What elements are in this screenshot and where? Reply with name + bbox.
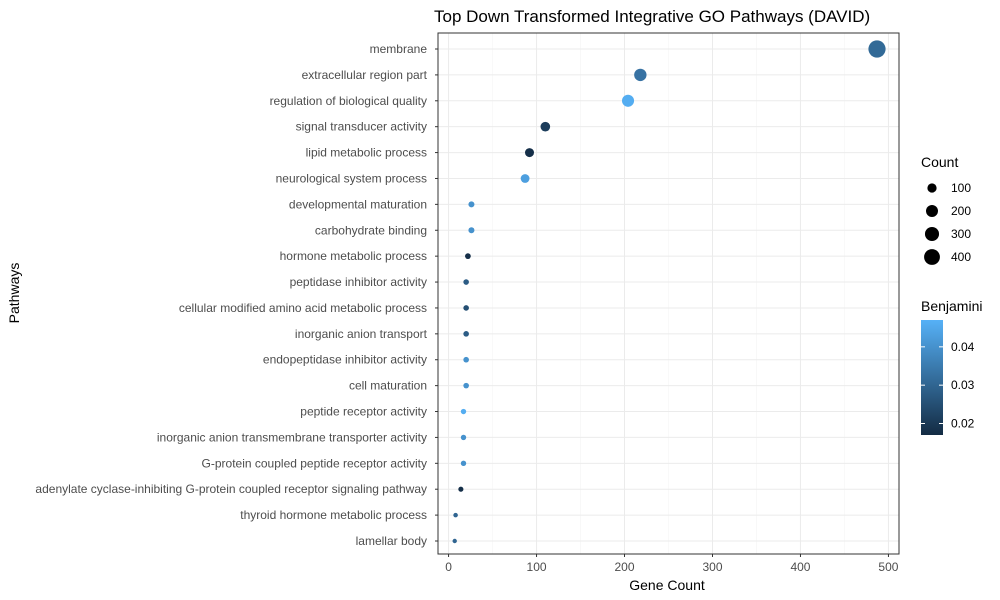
y-tick-label: adenylate cyclase-inhibiting G-protein c…	[35, 482, 427, 496]
data-point	[621, 94, 635, 107]
color-legend-label: 0.04	[951, 340, 975, 354]
color-legend-label: 0.02	[951, 417, 975, 431]
size-legend-title: Count	[921, 154, 958, 170]
y-tick-label: lipid metabolic process	[306, 146, 427, 160]
data-point	[463, 356, 469, 363]
y-tick-label: cell maturation	[349, 379, 427, 393]
y-tick-label: peptidase inhibitor activity	[290, 275, 427, 289]
data-point	[463, 331, 469, 337]
data-point	[458, 486, 464, 492]
data-point	[868, 40, 886, 58]
x-tick-label: 500	[878, 560, 898, 574]
size-legend-label: 300	[951, 227, 971, 241]
y-ticks: membrane extracellular region part regulat…	[35, 42, 438, 548]
data-point	[460, 434, 467, 441]
size-legend: Count 100 200 300 400	[921, 154, 971, 265]
data-point	[463, 382, 469, 389]
data-point	[452, 538, 457, 544]
size-legend-key	[926, 205, 938, 217]
data-points	[452, 40, 886, 544]
x-tick-label: 300	[702, 560, 722, 574]
y-tick-label: neurological system process	[276, 171, 427, 185]
y-tick-label: G-protein coupled peptide receptor activ…	[202, 456, 427, 470]
plot-panel-border	[437, 32, 900, 555]
y-tick-label: endopeptidase inhibitor activity	[263, 353, 427, 367]
y-tick-label: hormone metabolic process	[280, 249, 427, 263]
y-tick-label: inorganic anion transport	[295, 327, 428, 341]
y-tick-label: developmental maturation	[289, 197, 427, 211]
data-point	[468, 227, 475, 234]
y-tick-label: membrane	[370, 42, 428, 56]
data-point	[453, 512, 458, 518]
size-legend-key	[924, 226, 940, 242]
data-point	[525, 148, 534, 158]
x-tick-label: 100	[527, 560, 547, 574]
data-point	[465, 253, 471, 260]
data-point	[463, 279, 469, 285]
color-legend: Benjamini 0.02 0.03 0.04	[921, 298, 982, 435]
color-legend-title: Benjamini	[921, 298, 982, 314]
y-axis-title: Pathways	[6, 263, 22, 324]
size-legend-label: 400	[951, 250, 971, 264]
data-point	[540, 121, 551, 132]
data-point	[463, 305, 469, 311]
data-point	[460, 460, 467, 467]
y-tick-label: regulation of biological quality	[270, 94, 427, 108]
color-legend-bar	[921, 320, 943, 435]
x-ticks: 0 100 200 300 400 500	[445, 554, 899, 574]
x-tick-label: 200	[614, 560, 634, 574]
y-tick-label: carbohydrate binding	[315, 223, 427, 237]
y-tick-label: lamellar body	[356, 534, 427, 548]
data-point	[468, 201, 475, 208]
size-legend-label: 100	[951, 181, 971, 195]
y-tick-label: signal transducer activity	[296, 120, 427, 134]
y-tick-label: cellular modified amino acid metabolic p…	[179, 301, 427, 315]
size-legend-key	[924, 249, 940, 265]
y-tick-label: inorganic anion transmembrane transporte…	[157, 430, 427, 444]
x-tick-label: 400	[790, 560, 810, 574]
data-point	[460, 408, 467, 415]
y-tick-label: thyroid hormone metabolic process	[240, 508, 427, 522]
y-tick-label: extracellular region part	[302, 68, 428, 82]
y-tick-label: peptide receptor activity	[300, 405, 427, 419]
color-legend-label: 0.03	[951, 378, 975, 392]
chart-title: Top Down Transformed Integrative GO Path…	[434, 7, 870, 26]
size-legend-label: 200	[951, 204, 971, 218]
data-point	[520, 174, 530, 183]
data-point	[634, 68, 647, 82]
x-tick-label: 0	[445, 560, 452, 574]
grid	[438, 33, 899, 554]
x-axis-title: Gene Count	[629, 577, 705, 593]
size-legend-key	[927, 183, 937, 193]
